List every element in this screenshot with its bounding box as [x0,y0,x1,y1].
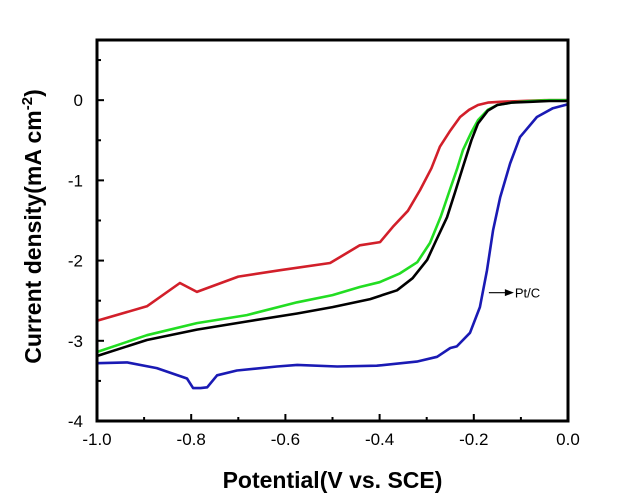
x-tick-label: -0.4 [365,430,394,449]
x-tick-label: 0.0 [556,430,580,449]
y-axis-title-superscript: -2 [19,97,36,110]
y-tick-label: -4 [68,412,83,431]
y-tick-label: -1 [68,171,83,190]
y-tick-label: -3 [68,332,83,351]
pt-c-annotation-label: Pt/C [515,286,540,301]
x-axis-title: Potential(V vs. SCE) [223,467,443,493]
pt-c-arrow-head [504,289,514,297]
plot-frame [95,38,570,423]
series-line-blue [95,102,570,390]
series-layer [95,98,570,390]
series-line-black [95,99,570,358]
x-tick-label: -0.6 [271,430,300,449]
series-line-green [95,98,570,354]
y-axis-title-close: ) [20,89,46,97]
x-tick-label: -1.0 [82,430,111,449]
series-line-red [95,98,570,323]
y-axis-title-main: Current density(mA cm [20,110,46,363]
y-axis-title: Current density(mA cm-2) [19,89,46,364]
x-tick-label: -0.8 [177,430,206,449]
y-tick-label: -2 [68,252,83,271]
annotation-layer: Pt/C [488,286,540,301]
y-tick-label: 0 [74,91,83,110]
x-tick-label: -0.2 [459,430,488,449]
ticks-layer: -1.0 -0.8 -0.6 -0.4 -0.2 0.0 0 -1 -2 -3 -4 [68,59,580,449]
